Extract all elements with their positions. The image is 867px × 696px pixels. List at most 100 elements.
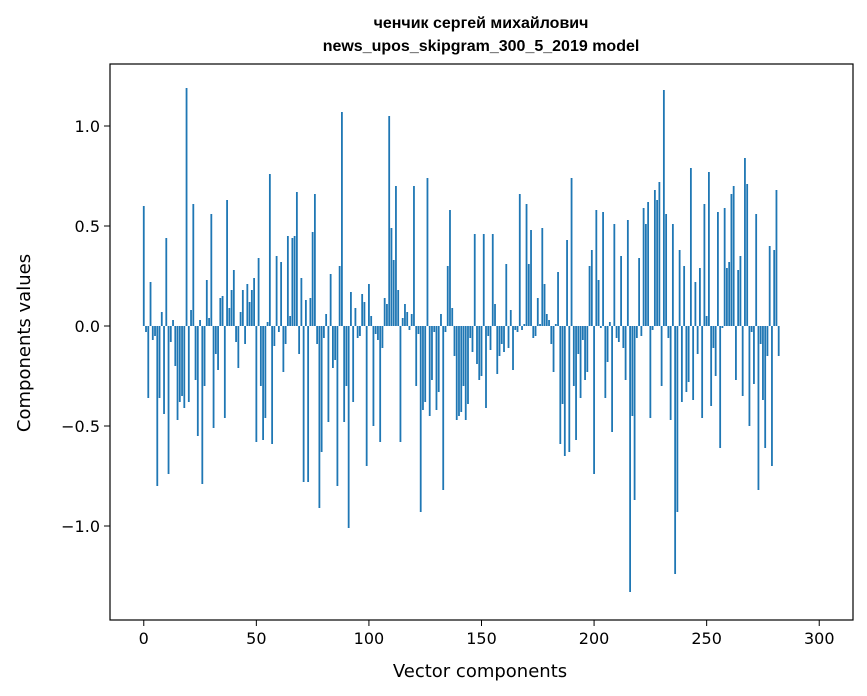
chart-title-line-2: news_upos_skipgram_300_5_2019 model: [323, 38, 640, 55]
bar-193: [577, 326, 580, 354]
bar-130: [435, 326, 438, 410]
bar-47: [248, 302, 251, 326]
bar-218: [633, 326, 636, 500]
bar-160: [503, 326, 505, 352]
bar-5: [154, 326, 156, 336]
bar-259: [726, 268, 728, 326]
bar-181: [550, 326, 553, 344]
bar-106: [381, 326, 384, 348]
bar-1: [145, 326, 147, 332]
bar-24: [196, 326, 199, 436]
bar-185: [559, 326, 562, 444]
bar-266: [741, 326, 744, 396]
bar-234: [669, 326, 672, 420]
bar-140: [458, 326, 460, 416]
bar-173: [532, 326, 535, 338]
bar-72: [304, 300, 307, 326]
bar-27: [203, 326, 206, 386]
bar-206: [606, 326, 609, 362]
x-tick-label: 0: [139, 629, 149, 648]
bar-80: [322, 326, 325, 338]
bar-123: [419, 326, 422, 512]
bar-69: [298, 326, 301, 354]
bar-119: [410, 314, 413, 326]
bar-125: [424, 326, 427, 402]
bar-153: [487, 326, 490, 336]
bar-281: [775, 190, 778, 326]
bar-23: [194, 326, 197, 380]
bar-50: [255, 326, 258, 442]
bar-182: [552, 326, 555, 372]
bar-256: [719, 326, 722, 448]
plot-frame: [109, 63, 854, 621]
bar-8: [160, 312, 163, 326]
bar-250: [705, 316, 708, 326]
bar-112: [395, 186, 397, 326]
bar-33: [217, 326, 219, 370]
bar-226: [651, 326, 654, 330]
bar-171: [527, 264, 530, 326]
bar-61: [280, 262, 283, 326]
bar-54: [264, 326, 267, 418]
bar-144: [467, 326, 469, 404]
x-tick-label: 200: [579, 629, 610, 648]
bar-228: [656, 200, 659, 326]
bar-4: [151, 326, 154, 340]
bar-245: [694, 282, 697, 326]
bar-184: [557, 272, 559, 326]
bar-89: [343, 326, 346, 422]
bar-26: [201, 326, 204, 484]
bar-276: [764, 326, 767, 448]
bar-63: [284, 326, 287, 344]
bar-212: [620, 256, 622, 326]
bar-116: [404, 304, 406, 326]
bar-215: [626, 220, 629, 326]
bar-227: [653, 190, 656, 326]
bar-210: [615, 326, 618, 338]
bar-127: [428, 326, 431, 416]
bar-180: [548, 320, 550, 326]
bar-0: [142, 206, 145, 326]
bar-58: [273, 326, 276, 346]
bar-78: [318, 326, 321, 508]
bar-77: [316, 326, 319, 344]
bar-240: [683, 266, 686, 326]
bar-233: [667, 326, 670, 338]
bar-211: [617, 326, 620, 342]
bar-219: [635, 326, 638, 338]
bar-265: [739, 256, 742, 326]
bar-209: [613, 224, 616, 326]
bar-37: [226, 200, 228, 326]
bar-11: [167, 326, 170, 474]
y-axis-ticks: −1.0 −0.5 0.0 0.5 1.0: [61, 117, 110, 536]
bar-38: [228, 308, 231, 326]
bar-60: [277, 326, 280, 332]
bar-15: [176, 326, 179, 420]
x-tick-label: 100: [354, 629, 385, 648]
bar-49: [253, 278, 255, 326]
bar-70: [300, 278, 303, 326]
bar-51: [257, 258, 260, 326]
bar-270: [750, 326, 753, 332]
bar-199: [590, 250, 593, 326]
bar-159: [500, 326, 503, 344]
bar-79: [320, 326, 323, 452]
bar-121: [415, 326, 418, 386]
bar-156: [494, 304, 496, 326]
bar-107: [383, 298, 386, 326]
bar-165: [514, 326, 517, 330]
bar-88: [341, 112, 343, 326]
bar-168: [521, 326, 523, 330]
bar-93: [352, 326, 355, 402]
bar-103: [374, 326, 377, 334]
bar-222: [642, 208, 645, 326]
bar-40: [232, 270, 235, 326]
bar-201: [595, 210, 598, 326]
bar-134: [444, 326, 447, 332]
x-tick-label: 150: [466, 629, 497, 648]
bar-191: [572, 326, 575, 386]
bar-236: [674, 326, 677, 574]
bar-113: [397, 290, 400, 326]
bar-246: [696, 326, 699, 354]
bar-32: [214, 326, 217, 354]
